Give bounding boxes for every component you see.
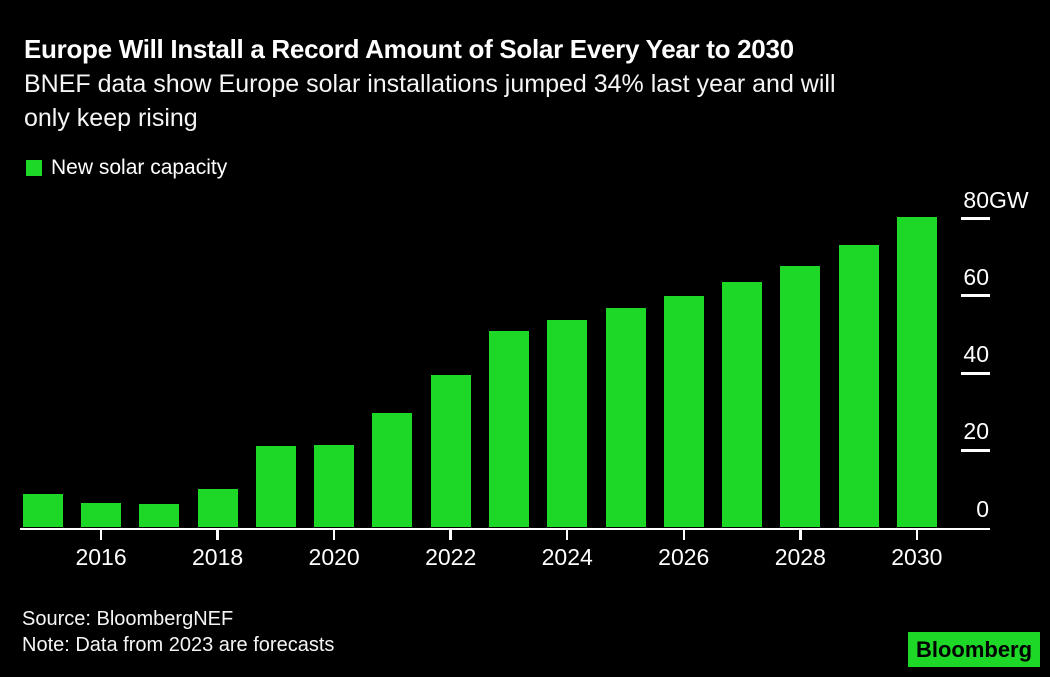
bar-2019 (255, 445, 296, 528)
x-tick-2028 (799, 530, 802, 540)
chart-subtitle: BNEF data show Europe solar installation… (24, 67, 836, 135)
x-tick-label-2026: 2026 (658, 544, 710, 570)
y-tick-label-40: 40 (963, 341, 989, 368)
source-text: Source: BloombergNEF (22, 608, 234, 630)
y-tick-label-60: 60 (963, 263, 989, 290)
x-tick-2030 (915, 530, 919, 540)
x-tick-label-2020: 2020 (308, 544, 360, 570)
bar-2015 (22, 493, 63, 528)
note-text: Note: Data from 2023 are forecasts (22, 634, 335, 656)
y-tick-label-80: 80 GW (963, 186, 1029, 213)
x-tick-2018 (216, 530, 219, 540)
bloomberg-logo: Bloomberg (908, 632, 1040, 667)
bloomberg-logo-text: Bloomberg (915, 636, 1033, 662)
bar-2018 (197, 488, 238, 528)
bar-2021 (372, 413, 413, 528)
bar-2023 (488, 330, 529, 528)
x-tick-2020 (332, 530, 336, 540)
x-tick-label-2028: 2028 (774, 544, 826, 570)
bar-2020 (314, 444, 355, 528)
chart-subtitle-line-2: only keep rising (24, 104, 198, 132)
bar-2028 (780, 265, 821, 528)
bar-2016 (81, 502, 122, 528)
bar-2027 (722, 282, 763, 528)
y-tick-20 (961, 448, 990, 452)
y-tick-label-0: 0 (976, 495, 989, 522)
bar-2026 (663, 296, 704, 528)
bar-2025 (605, 308, 646, 528)
x-tick-2026 (682, 530, 686, 540)
y-axis-unit-label: GW (989, 186, 1029, 213)
x-tick-label-2022: 2022 (425, 544, 477, 570)
bar-2029 (838, 244, 879, 528)
x-tick-label-2018: 2018 (192, 544, 244, 570)
chart-title: Europe Will Install a Record Amount of S… (24, 34, 794, 64)
x-tick-2024 (565, 530, 569, 540)
y-tick-40 (961, 371, 990, 375)
y-tick-80 (961, 217, 990, 221)
bar-2024 (547, 319, 588, 528)
y-tick-60 (961, 294, 990, 298)
x-tick-label-2016: 2016 (75, 544, 127, 570)
bar-2022 (430, 374, 471, 528)
x-axis-line (20, 527, 990, 530)
legend-swatch-icon (26, 160, 42, 176)
x-tick-2022 (449, 530, 452, 540)
bar-2030 (896, 216, 937, 528)
chart-subtitle-line-1: BNEF data show Europe solar installation… (24, 70, 836, 98)
bar-2017 (139, 503, 180, 528)
x-tick-label-2030: 2030 (891, 544, 943, 570)
chart-legend: New solar capacity (26, 156, 227, 180)
x-tick-2016 (99, 530, 103, 540)
y-tick-label-20: 20 (963, 418, 989, 445)
legend-label: New solar capacity (51, 156, 228, 179)
x-tick-label-2024: 2024 (541, 544, 593, 570)
